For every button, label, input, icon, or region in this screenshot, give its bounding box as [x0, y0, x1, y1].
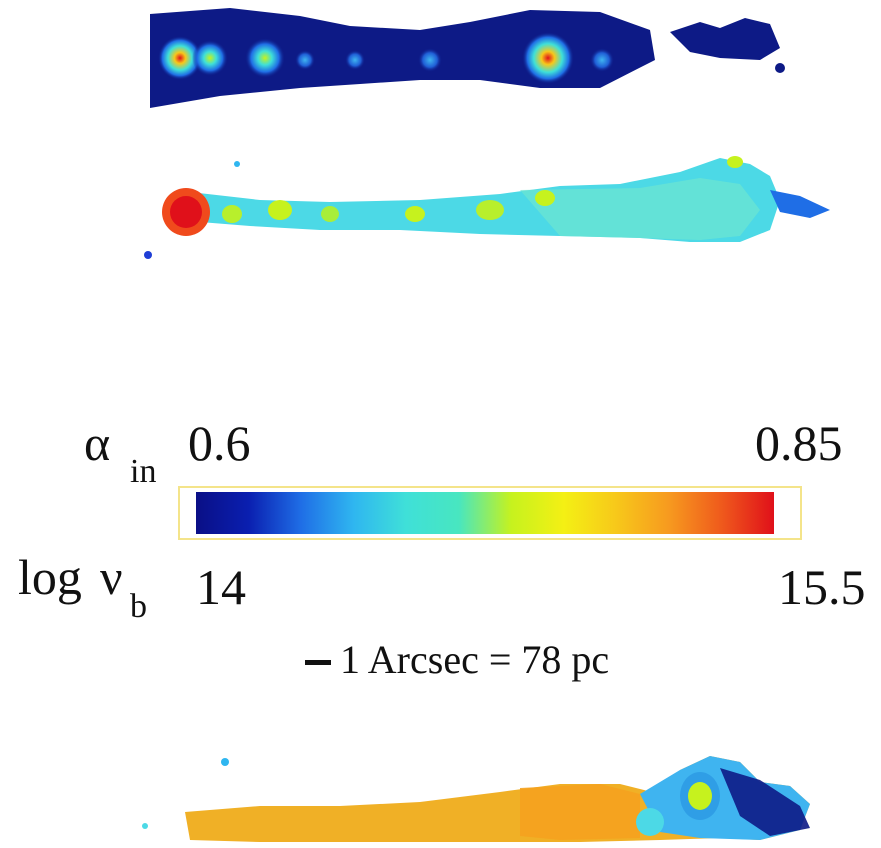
- colorbar-frame: [178, 486, 802, 540]
- spectral-index-map: [144, 156, 830, 259]
- alpha-symbol: α: [84, 415, 111, 471]
- scale-bar-label: 1 Arcsec = 78 pc: [340, 637, 610, 682]
- nu-subscript: b: [130, 588, 147, 625]
- nu-symbol: ν: [100, 549, 123, 605]
- colorbar-gradient: [196, 492, 774, 534]
- break-frequency-map: [142, 756, 810, 842]
- log-prefix: log: [18, 549, 82, 605]
- alpha-max-label: 0.85: [755, 415, 843, 471]
- alpha-min-label: 0.6: [188, 415, 251, 471]
- alpha-subscript: in: [130, 453, 157, 490]
- nu-min-label: 14: [196, 559, 246, 615]
- scale-bar-line: [305, 660, 331, 665]
- jet-intensity-map: [150, 8, 785, 108]
- nu-max-label: 15.5: [778, 559, 866, 615]
